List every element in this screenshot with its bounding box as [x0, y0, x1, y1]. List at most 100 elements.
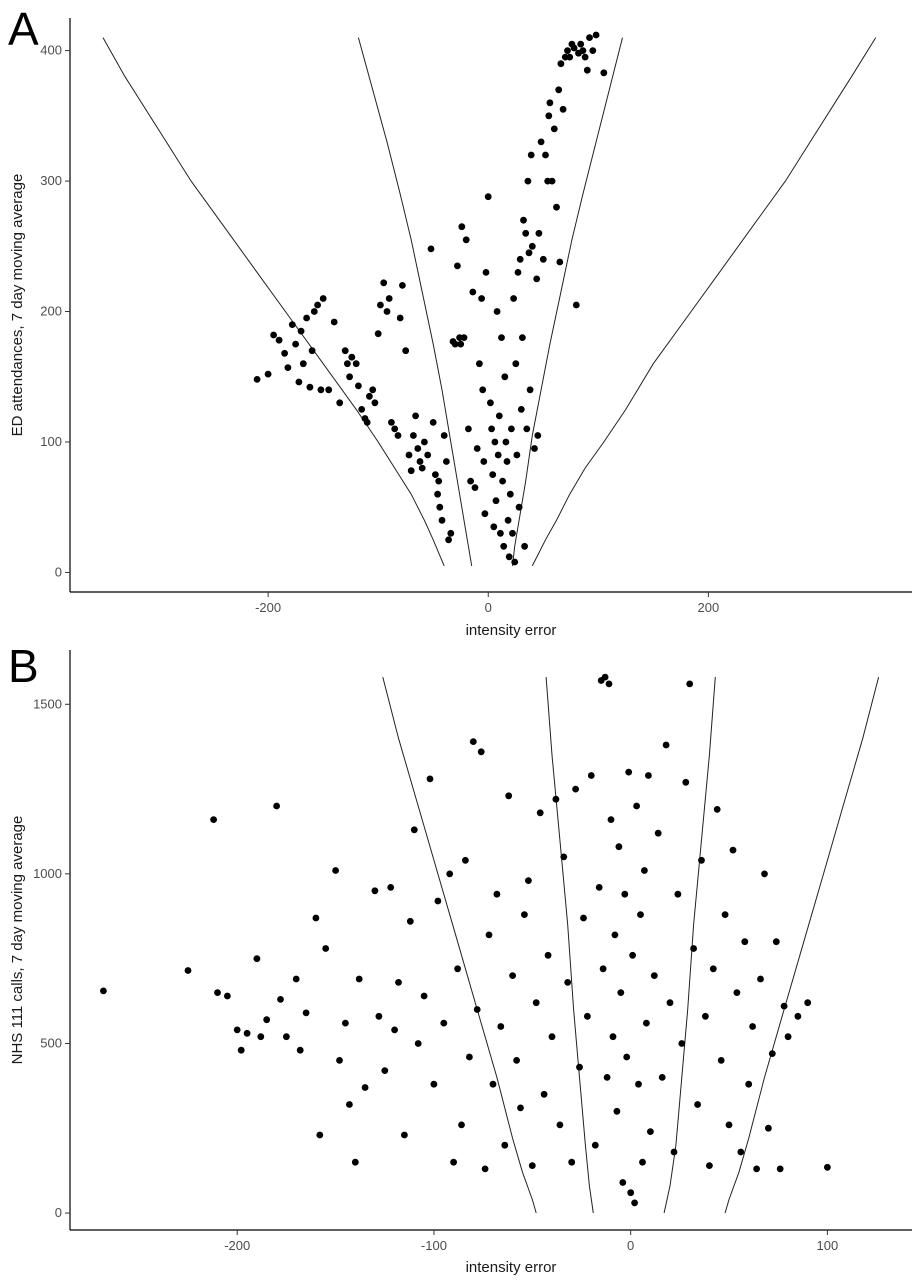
data-point	[501, 373, 509, 381]
data-point	[224, 992, 231, 1000]
data-point	[498, 334, 505, 341]
data-point	[480, 458, 488, 465]
data-point	[566, 53, 574, 61]
data-point	[548, 1033, 556, 1041]
data-point	[369, 386, 377, 394]
data-point	[344, 360, 351, 368]
data-point	[336, 1057, 343, 1064]
data-point	[277, 996, 284, 1003]
data-point	[499, 477, 506, 485]
data-point	[462, 236, 470, 244]
data-point	[506, 490, 514, 498]
data-point	[509, 972, 516, 979]
data-point	[346, 373, 353, 381]
data-point	[355, 975, 363, 983]
data-point	[528, 242, 536, 250]
data-point	[363, 419, 371, 426]
data-point	[288, 321, 296, 328]
data-point	[540, 1090, 548, 1098]
data-point	[477, 748, 485, 756]
data-point	[427, 245, 435, 253]
data-point	[556, 1121, 564, 1129]
data-point	[527, 151, 535, 159]
data-point	[405, 451, 413, 459]
data-point	[381, 1067, 389, 1074]
data-point	[721, 911, 729, 918]
data-point	[765, 1124, 772, 1132]
data-point	[581, 53, 589, 61]
data-point	[729, 846, 737, 854]
data-point	[420, 992, 428, 1000]
data-point	[544, 951, 552, 959]
data-point	[416, 458, 424, 465]
data-point	[484, 193, 492, 201]
data-point	[552, 795, 560, 803]
funnel-limit-line-3	[663, 677, 716, 1214]
data-point	[292, 975, 300, 983]
data-point	[522, 229, 530, 237]
data-point	[525, 877, 532, 884]
data-point	[494, 451, 502, 459]
x-tick-label: -100	[421, 1238, 447, 1253]
data-point	[617, 989, 625, 996]
data-point	[314, 301, 321, 309]
data-point	[686, 680, 694, 688]
data-point	[631, 1199, 638, 1207]
data-point	[429, 419, 437, 426]
data-point	[579, 47, 587, 54]
data-point	[316, 1131, 324, 1139]
data-point	[471, 484, 479, 491]
data-point	[603, 1074, 611, 1081]
data-point	[495, 412, 503, 420]
data-point	[525, 249, 533, 257]
data-point	[396, 314, 404, 322]
y-axis-title: ED attendances, 7 day moving average	[9, 174, 26, 437]
funnel-limit-line-2	[357, 37, 473, 566]
data-point	[489, 1080, 497, 1088]
data-point	[768, 1050, 776, 1057]
funnel-limit-line-3	[512, 37, 623, 566]
data-point	[446, 870, 454, 878]
y-tick-label: 1000	[33, 866, 62, 881]
data-point	[466, 1053, 473, 1061]
data-point	[253, 376, 261, 383]
data-point	[513, 451, 521, 459]
data-point	[613, 1107, 621, 1115]
data-point	[776, 1165, 784, 1173]
data-point	[481, 510, 489, 518]
data-point	[100, 987, 107, 995]
data-point	[436, 503, 444, 511]
data-point	[302, 1009, 310, 1017]
data-point	[500, 542, 508, 550]
chart-panel-a: A -200 0 200 0 100 200 300 400 intensity error ED …	[8, 3, 912, 639]
data-point	[458, 223, 466, 231]
data-point	[451, 340, 459, 348]
x-axis-title: intensity error	[466, 622, 557, 639]
data-point	[545, 112, 553, 120]
data-point	[534, 432, 542, 439]
data-point	[633, 802, 640, 810]
data-point	[654, 829, 662, 837]
data-point	[580, 914, 587, 922]
data-point	[513, 1057, 520, 1064]
data-point	[366, 392, 373, 400]
data-point	[589, 47, 597, 54]
data-point	[583, 66, 591, 74]
data-point	[741, 938, 749, 946]
data-point	[391, 425, 399, 433]
data-point	[709, 965, 717, 973]
x-tick-label: 100	[817, 1238, 839, 1253]
data-point	[512, 360, 520, 368]
data-point	[577, 40, 585, 48]
data-point	[336, 399, 344, 407]
data-point	[214, 989, 221, 996]
data-point	[572, 301, 580, 309]
data-point	[514, 269, 522, 276]
y-tick-label: 200	[40, 304, 62, 319]
data-point	[414, 445, 422, 452]
y-tick-label: 100	[40, 434, 62, 449]
data-point	[310, 308, 318, 315]
data-point	[445, 536, 452, 544]
data-point	[587, 772, 595, 779]
